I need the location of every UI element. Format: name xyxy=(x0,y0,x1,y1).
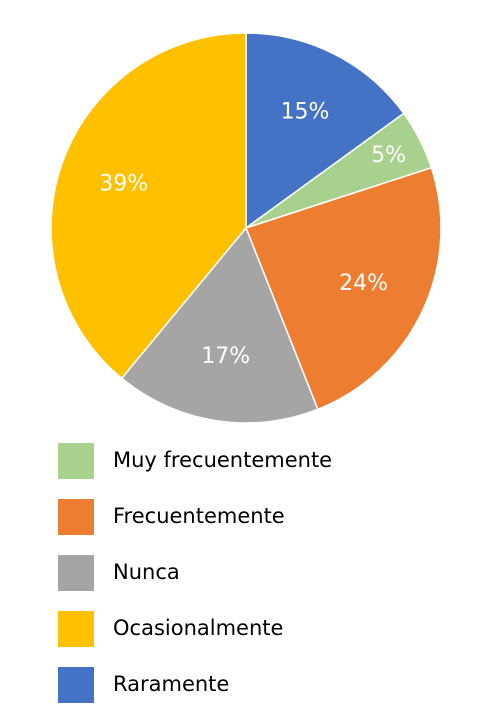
pie-slice-ocasionalmente xyxy=(50,32,247,380)
legend-item-frecuentemente: Frecuentemente xyxy=(58,499,478,555)
pie-slice-frecuentemente xyxy=(245,166,442,411)
legend-item-ocasionalmente: Ocasionalmente xyxy=(58,611,478,667)
pie-slice-label-nunca: 17% xyxy=(201,344,250,369)
pie-slice-raramente xyxy=(245,32,405,230)
pie-slice-label-raramente: 15% xyxy=(281,100,330,125)
legend-item-nunca: Nunca xyxy=(58,555,478,611)
legend-label: Nunca xyxy=(113,560,180,584)
pie-slice-label-muy-frecuentemente: 5% xyxy=(371,143,406,168)
legend-label: Muy frecuentemente xyxy=(113,448,333,472)
legend-item-raramente: Raramente xyxy=(58,667,478,723)
legend-label: Frecuentemente xyxy=(113,504,285,528)
pie-slice-label-ocasionalmente: 39% xyxy=(99,171,148,196)
legend-swatch xyxy=(58,499,94,535)
pie-slice-nunca xyxy=(120,226,319,424)
legend-label: Raramente xyxy=(113,672,230,696)
pie-slice-label-frecuentemente: 24% xyxy=(339,271,388,296)
legend-label: Ocasionalmente xyxy=(113,616,284,640)
legend-swatch xyxy=(58,555,94,591)
legend-swatch xyxy=(58,611,94,647)
legend-swatch xyxy=(58,443,94,479)
pie-chart: 15% 5% 24% 17% 39% xyxy=(50,32,442,424)
legend-item-muy-frecuentemente: Muy frecuentemente xyxy=(58,443,478,499)
legend-swatch xyxy=(58,667,94,703)
chart-legend: Muy frecuentemente Frecuentemente Nunca Oca… xyxy=(58,443,478,723)
